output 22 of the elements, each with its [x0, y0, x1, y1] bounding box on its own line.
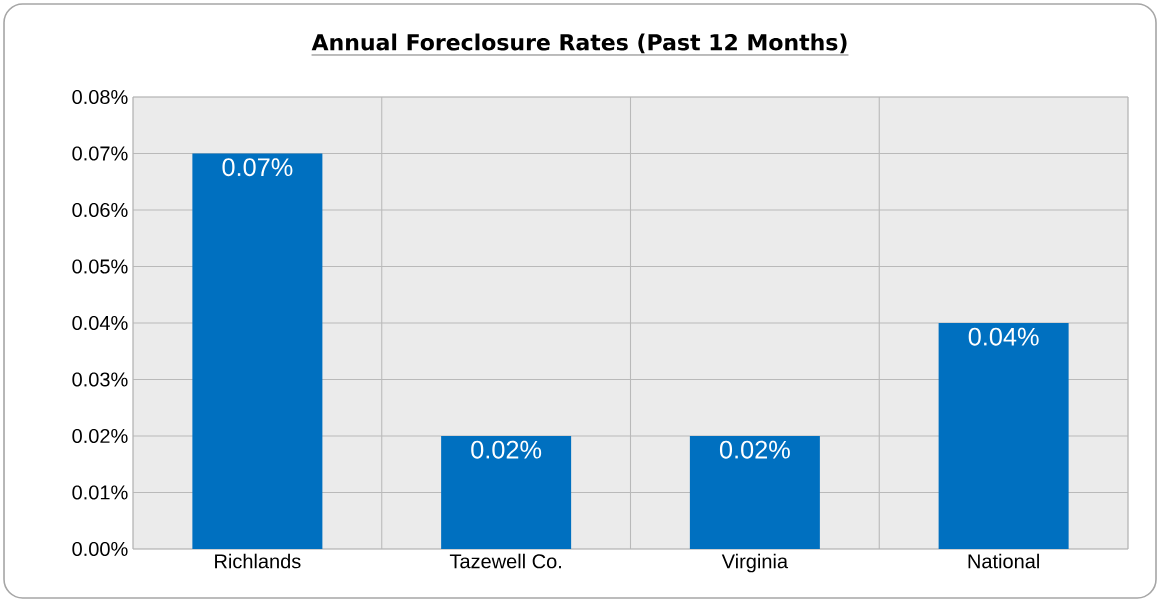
data-label: 0.02%: [719, 440, 790, 459]
y-tick-label: 0.07%: [72, 146, 128, 161]
y-tick-label: 0.05%: [72, 259, 128, 274]
chart-title: Annual Foreclosure Rates (Past 12 Months): [311, 33, 847, 54]
x-tick-label: Virginia: [721, 553, 789, 573]
y-tick-label: 0.06%: [72, 202, 128, 218]
bar: [192, 153, 323, 549]
y-tick-label: 0.04%: [72, 315, 128, 331]
bar: [938, 322, 1069, 549]
x-tick-label: Tazewell Co.: [449, 553, 561, 569]
x-tick-label: National: [968, 553, 1039, 569]
data-label: 0.07%: [222, 158, 293, 177]
y-tick-label: 0.08%: [72, 89, 128, 105]
y-tick-label: 0.03%: [72, 372, 128, 387]
y-tick-label: 0.01%: [72, 485, 128, 500]
bar: [689, 435, 820, 549]
x-tick-label: Richlands: [215, 553, 301, 569]
y-tick-label: 0.00%: [72, 541, 128, 557]
bar: [441, 435, 572, 549]
data-label: 0.02%: [471, 440, 542, 459]
y-tick-label: 0.02%: [72, 428, 128, 444]
data-label: 0.04%: [968, 327, 1039, 346]
